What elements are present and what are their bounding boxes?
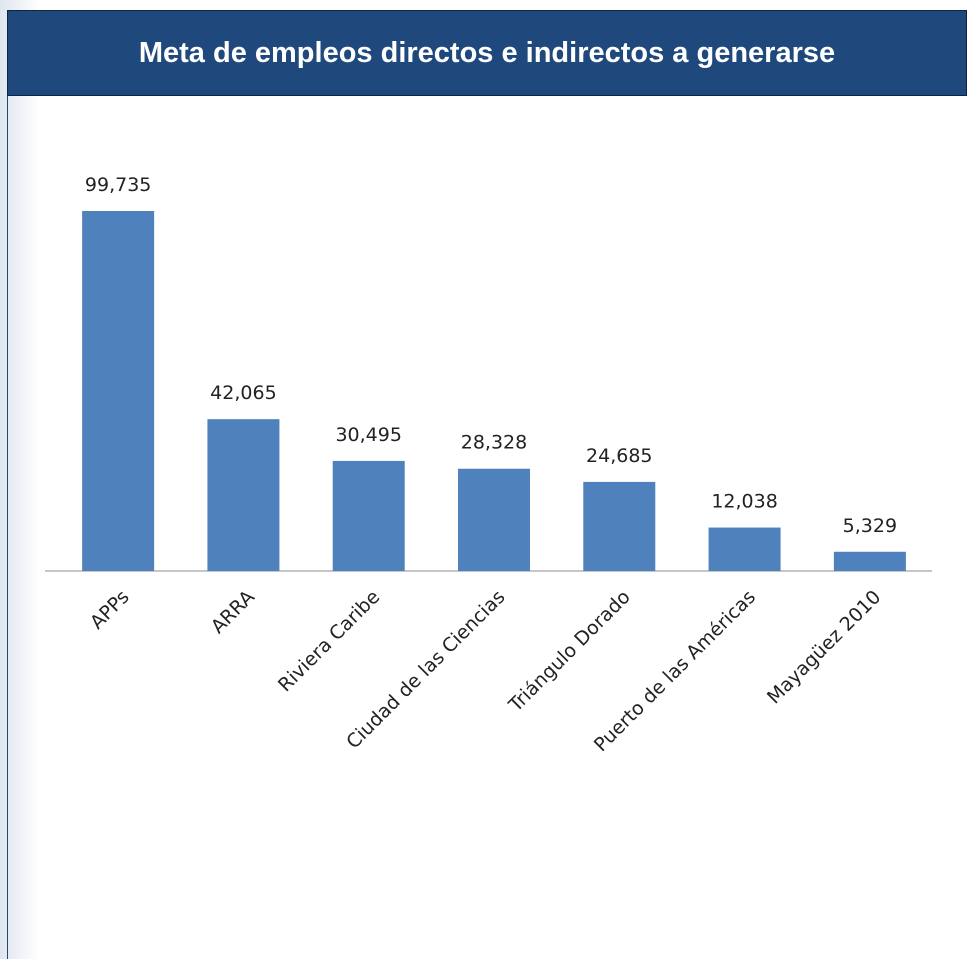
bar — [583, 481, 656, 571]
bar — [458, 468, 530, 571]
bar — [332, 460, 405, 571]
value-label: 42,065 — [210, 382, 276, 404]
value-label: 5,329 — [843, 515, 897, 537]
x-tick-label: Triángulo Dorado — [504, 586, 635, 717]
chart-title: Meta de empleos directos e indirectos a … — [138, 36, 836, 69]
bar — [708, 527, 781, 571]
value-label: 99,735 — [85, 174, 151, 196]
x-tick-label: ARRA — [207, 586, 259, 638]
value-label: 12,038 — [711, 491, 777, 513]
x-tick-label: Riviera Caribe — [274, 586, 384, 696]
value-label: 28,328 — [461, 432, 527, 454]
bar — [207, 419, 280, 571]
x-tick-label: APPs — [86, 586, 134, 634]
x-tick-label: Mayagüez 2010 — [763, 586, 885, 708]
bar — [833, 551, 906, 571]
bar — [82, 211, 155, 571]
header-banner: Meta de empleos directos e indirectos a … — [7, 10, 967, 96]
left-border — [7, 96, 8, 959]
value-label: 24,685 — [586, 445, 652, 467]
value-label: 30,495 — [335, 424, 401, 446]
